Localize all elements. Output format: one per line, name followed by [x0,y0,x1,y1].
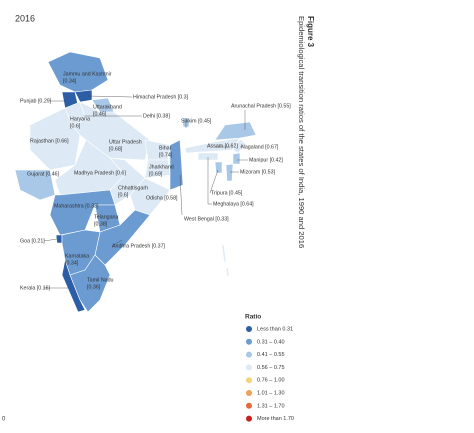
state-label: Jammu and Kashmir [63,71,112,77]
region [232,152,241,165]
region [69,254,111,313]
state-label: West Bengal [0.33] [184,216,229,222]
state-label: Karnataka [65,253,89,259]
state-labels: Jammu and Kashmir[0.34]Punjab [0.29]Hima… [20,71,291,291]
state-label: Meghalaya [0.64] [213,201,254,207]
page-number: 0 [2,417,6,423]
region [184,137,241,154]
leader-lines [43,95,248,289]
leader-line [209,169,219,194]
region [197,152,219,161]
legend: Less than 0.31 0.31 – 0.40 0.41 – 0.55 0.56… [246,326,294,422]
state-label: Gujarat [0.46] [27,171,60,177]
state-label: [0.34] [65,260,79,266]
leader-line [111,239,123,247]
state-label: Kerala [0.16] [20,285,51,291]
leader-line [43,238,58,242]
region [129,177,171,216]
region [225,163,234,182]
state-label: Assam [0.62] [207,143,238,149]
region [14,169,56,201]
islands [221,244,227,263]
state-label: Tamil Nadu [87,277,114,283]
state-label: [0.46] [93,111,107,117]
state-label: [0.34] [63,78,77,84]
legend-swatch [246,390,252,396]
state-label: [0.36] [87,284,101,290]
legend-swatch [246,326,252,332]
state-label: Maharashtra [0.33] [54,203,99,209]
state-label: Uttarakhand [93,104,122,110]
state-label: Manipur [0.42] [249,157,283,163]
leader-line [179,174,183,216]
legend-swatch [246,402,252,409]
state-label: Chhattisgarh [118,185,148,191]
legend-label: 0.41 – 0.55 [257,352,285,358]
state-label: Mizoram [0.53] [240,169,276,175]
state-label: Jharkhand [149,164,174,170]
state-label: Bihar [159,145,172,151]
state-label: Sikkim [0.45] [181,118,212,124]
state-label: Uttar Pradesh [109,139,142,145]
state-label: [0.68] [109,146,123,152]
state-label: Haryana [70,116,90,122]
legend-label: More than 1.70 [257,416,294,422]
state-label: Telangana [94,214,119,220]
state-label: Odisha [0.58] [146,195,178,201]
legend-swatch [246,351,252,358]
state-label: [0.6] [118,192,129,198]
legend-label: 1.01 – 1.30 [257,390,285,396]
leader-line [207,157,212,205]
state-label: Nagaland [0.67] [241,144,279,150]
legend-label: 0.76 – 1.00 [257,378,285,384]
india-map [14,51,257,313]
legend-label: 1.31 – 1.70 [257,403,285,409]
legend-swatch [246,415,252,422]
legend-swatch [246,377,252,384]
state-label: Tripura [0.45] [211,190,243,196]
state-label: Delhi [0.38] [143,113,170,119]
region [47,51,109,93]
state-label: Arunachal Pradesh [0.55] [231,103,291,109]
state-label: Andhra Pradesh [0.37] [112,243,166,249]
state-label: Rajasthan [0.66] [30,138,69,144]
islands [225,267,230,277]
figure-number: Figure 3 [306,16,315,48]
legend-swatch [246,338,252,345]
legend-title: Ratio [245,314,261,321]
region [169,139,184,191]
region [109,157,146,206]
leader-line [87,95,133,98]
region [214,121,257,141]
region [29,107,81,171]
state-label: Goa [0.21] [20,238,45,244]
region [214,161,223,174]
legend-label: 0.56 – 0.75 [257,365,285,371]
state-label: Punjab [0.29] [20,98,52,104]
state-label: [0.6] [70,123,81,129]
legend-label: Less than 0.31 [257,326,293,332]
state-label: Madhya Pradesh [0.6] [74,170,126,176]
state-label: [0.74] [159,152,173,158]
state-label: [0.38] [94,221,108,227]
state-label: Himachal Pradesh [0.3] [133,94,189,100]
legend-label: 0.31 – 0.40 [257,339,285,345]
year: 2016 [15,13,35,23]
figure-title: Epidemiological transition ratios of the… [297,16,306,248]
legend-swatch [246,364,252,371]
state-label: [0.69] [149,171,163,177]
